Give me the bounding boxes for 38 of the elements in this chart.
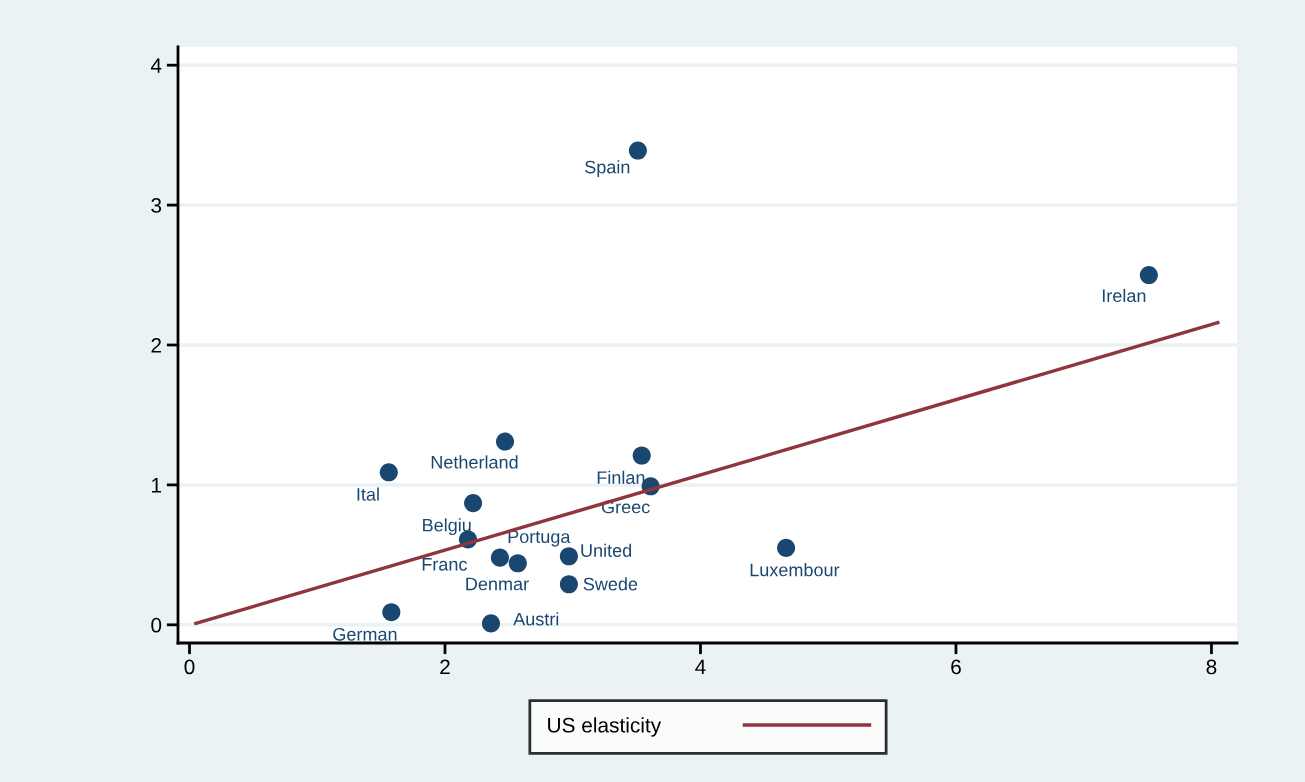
- annotation: Irelan: [1102, 288, 1146, 303]
- annotation: Franc: [422, 558, 467, 571]
- point: [777, 538, 796, 557]
- point: [628, 141, 647, 160]
- point: [559, 547, 578, 566]
- x-tick-label: 6: [951, 659, 961, 675]
- point: [1139, 265, 1158, 285]
- point: [632, 446, 651, 465]
- point: [382, 603, 401, 622]
- annotation: Belgiu: [423, 518, 471, 536]
- point: [481, 614, 501, 633]
- text: US elasticity: [548, 717, 662, 737]
- annotation: Luxembour: [750, 563, 840, 577]
- x-tick-label: 2: [440, 659, 450, 675]
- point: [464, 494, 483, 513]
- annotation: Spain: [585, 160, 630, 177]
- x-tick-label: 8: [1206, 659, 1217, 675]
- x-tick-label: 4: [695, 659, 706, 675]
- annotation: Portuga: [508, 530, 571, 547]
- annotation: German: [333, 627, 397, 641]
- point: [379, 463, 398, 482]
- annotation: Finlan: [597, 470, 645, 484]
- point: [508, 554, 527, 573]
- annotation: Denmar: [466, 577, 529, 591]
- annotation: Ital: [357, 487, 379, 501]
- point: [495, 432, 515, 451]
- annotation: Austri: [513, 612, 559, 626]
- point: [490, 548, 509, 567]
- y-tick-label: 2: [151, 338, 161, 353]
- y-tick-label: 1: [152, 478, 162, 493]
- annotation: Swede: [583, 577, 638, 591]
- y-tick-label: 4: [150, 58, 162, 73]
- annotation: Netherland: [431, 455, 518, 469]
- x-tick-label: 0: [184, 659, 195, 675]
- annotation: United: [581, 543, 632, 557]
- y-tick-label: 3: [151, 198, 162, 213]
- y-tick-label: 0: [151, 617, 162, 633]
- point: [559, 575, 578, 594]
